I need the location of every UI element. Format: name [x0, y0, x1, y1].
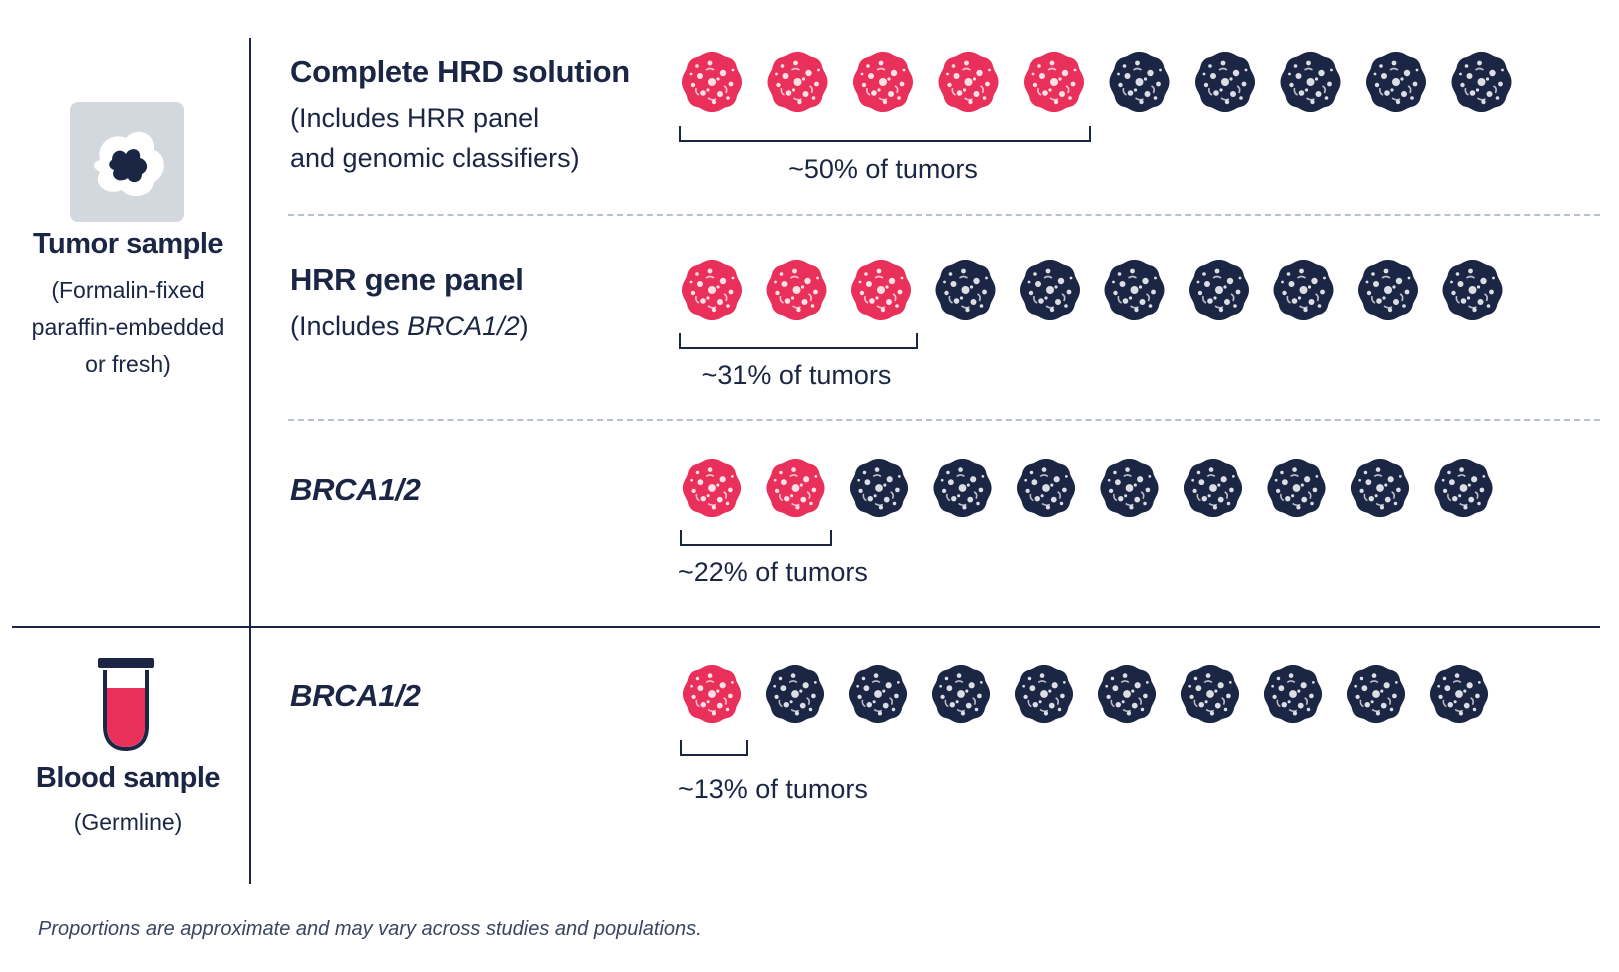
- bracket-row2: [679, 333, 918, 349]
- blood-tube-icon: [96, 656, 160, 761]
- tumor-cell-row2-9: [1357, 259, 1419, 321]
- tumor-cell-row3-9: [1350, 458, 1410, 518]
- highlighted-tumor-cell-row2-2: [765, 259, 828, 321]
- highlighted-tumor-cell-row2-1: [681, 259, 743, 321]
- tumor-cell-row1-6: [1108, 51, 1171, 113]
- tumor-sample-title: Tumor sample: [32, 228, 224, 260]
- highlighted-tumor-cell-row2-3: [850, 259, 912, 321]
- tumor-cell-row2-6: [1103, 259, 1166, 321]
- highlighted-tumor-cell-row1-3: [852, 51, 914, 113]
- tumor-cell-row3-4: [932, 458, 993, 518]
- highlighted-tumor-cell-row1-2: [766, 51, 829, 113]
- tumor-cell-row1-9: [1365, 51, 1427, 113]
- tumor-cell-row4-4: [931, 664, 991, 724]
- row-4-title: BRCA1/2: [290, 678, 421, 713]
- tumor-cell-row4-7: [1180, 664, 1240, 724]
- bracket-row3: [680, 530, 832, 546]
- tumor-cell-row3-5: [1016, 458, 1076, 518]
- tumor-cell-row4-3: [848, 664, 908, 724]
- row-separator-1: [288, 214, 1600, 216]
- tumor-cell-row2-5: [1019, 259, 1081, 321]
- tumor-cell-row2-7: [1188, 259, 1250, 321]
- row-2-subtitle: (Includes BRCA1/2): [290, 311, 529, 341]
- footnote: Proportions are approximate and may vary…: [38, 918, 702, 940]
- tumor-cell-row1-8: [1279, 51, 1342, 113]
- blood-sample-description: (Germline): [73, 809, 183, 835]
- sample-divider: [12, 626, 1600, 628]
- tumor-cell-row4-5: [1014, 664, 1074, 724]
- highlighted-tumor-cell-row1-5: [1023, 51, 1085, 113]
- percentage-label-row4: ~13% of tumors: [678, 774, 868, 804]
- highlighted-tumor-cell-row3-1: [682, 458, 742, 518]
- tumor-cell-row3-3: [849, 458, 909, 518]
- tumor-sample-description: (Formalin-fixed paraffin-embedded or fre…: [31, 277, 225, 377]
- row-1-subtitle: (Includes HRR panel and genomic classifi…: [290, 103, 580, 173]
- bracket-row4: [680, 740, 748, 756]
- tumor-cell-row2-8: [1272, 259, 1335, 321]
- bracket-row1: [679, 126, 1091, 142]
- percentage-label-row3: ~22% of tumors: [678, 557, 868, 587]
- tumor-cell-row4-6: [1097, 664, 1157, 724]
- tumor-cell-row1-7: [1194, 51, 1256, 113]
- tumor-cell-row3-10: [1433, 458, 1494, 518]
- tumor-cell-row2-4: [934, 259, 997, 321]
- highlighted-tumor-cell-row3-2: [765, 458, 826, 518]
- row-separator-2: [288, 419, 1600, 421]
- blood-sample-title: Blood sample: [35, 762, 221, 794]
- tumor-cell-row4-10: [1429, 664, 1489, 724]
- highlighted-tumor-cell-row1-1: [681, 51, 743, 113]
- tumor-tissue-icon: [70, 102, 184, 222]
- highlighted-tumor-cell-row4-1: [682, 664, 742, 724]
- highlighted-tumor-cell-row1-4: [937, 51, 1000, 113]
- tumor-cell-row3-7: [1183, 458, 1243, 518]
- row-3-title: BRCA1/2: [290, 472, 421, 507]
- column-divider: [249, 38, 251, 884]
- tumor-cell-row3-6: [1099, 458, 1160, 518]
- tumor-cell-row4-9: [1346, 664, 1406, 724]
- percentage-label-row2: ~31% of tumors: [701, 360, 892, 390]
- row-1-title: Complete HRD solution: [290, 54, 630, 89]
- tumor-cell-row3-8: [1266, 458, 1327, 518]
- tumor-cell-row4-2: [765, 664, 825, 724]
- tumor-cell-row4-8: [1263, 664, 1323, 724]
- row-2-title: HRR gene panel: [290, 262, 524, 297]
- tumor-cell-row2-10: [1441, 259, 1504, 321]
- tumor-cell-row1-10: [1450, 51, 1513, 113]
- percentage-label-row1: ~50% of tumors: [788, 154, 978, 184]
